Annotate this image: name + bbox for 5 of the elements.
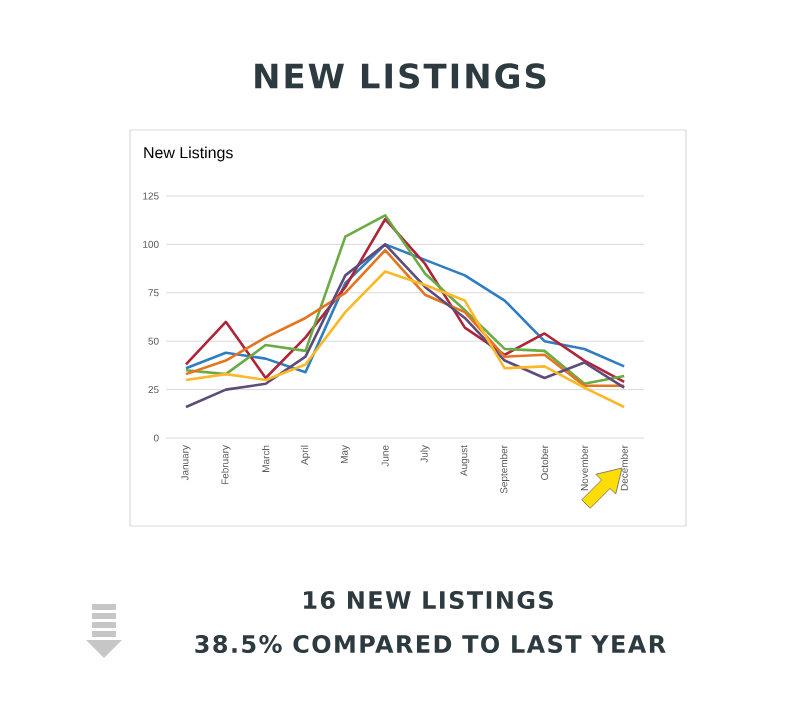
text: 38.5% COMPARED TO LAST YEAR [195, 634, 666, 654]
line-series [184, 243, 626, 409]
text: 16 NEW LISTINGS [304, 590, 553, 610]
chart-title: NEW LISTINGS [255, 63, 546, 89]
line-series [184, 270, 626, 409]
